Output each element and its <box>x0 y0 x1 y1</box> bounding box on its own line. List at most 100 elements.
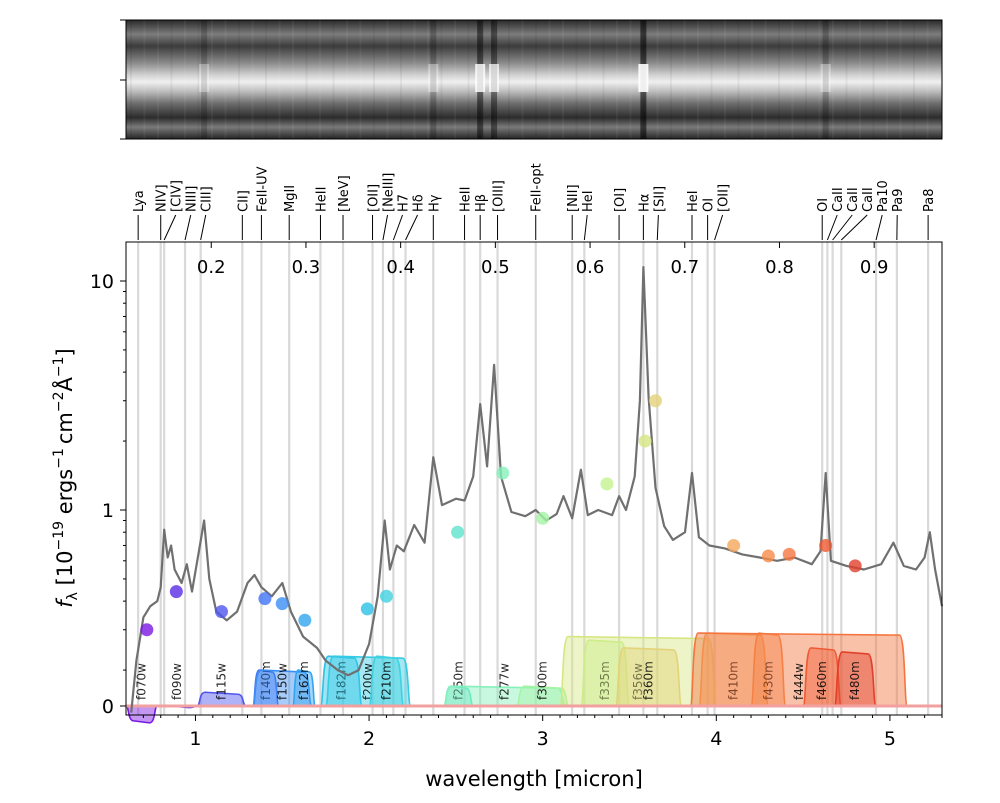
column-stripe <box>521 20 524 139</box>
column-stripe <box>710 20 713 139</box>
filter-label: f090w <box>170 663 184 700</box>
x-tick-label: 2 <box>363 728 375 750</box>
column-stripe <box>413 20 416 139</box>
y-axis-label: fλ [10−19 ergs−1cm−2Å−1] <box>51 348 81 608</box>
column-stripe <box>751 20 753 139</box>
column-stripe <box>400 20 402 139</box>
photometry-point <box>536 511 550 525</box>
column-stripe <box>508 20 510 139</box>
photometry-point <box>214 605 228 619</box>
filter-label: f250m <box>451 661 465 700</box>
top-tick-label: 0.2 <box>197 257 226 278</box>
column-stripe <box>764 20 767 139</box>
column-stripe <box>427 20 429 139</box>
column-stripe <box>319 20 321 139</box>
x-axis-ticks: 1 2 3 4 5 <box>142 715 943 750</box>
filter-label: f444w <box>792 663 806 700</box>
line-label: Lya <box>132 190 147 212</box>
column-stripe <box>238 20 240 139</box>
column-stripe <box>359 20 362 139</box>
filter-label: f162m <box>297 661 311 700</box>
column-stripe <box>265 20 267 139</box>
line-label: [CIV] <box>170 180 185 212</box>
column-stripe <box>602 20 605 139</box>
column-stripe <box>373 20 375 139</box>
line-label: [NII] <box>566 184 581 212</box>
line-label-leader <box>826 214 838 241</box>
column-stripe <box>656 20 659 139</box>
2d-feature-bright <box>638 64 649 92</box>
column-stripe <box>899 20 902 139</box>
line-label-leader <box>840 214 868 241</box>
column-stripe <box>130 20 132 139</box>
line-label-leader <box>832 214 853 241</box>
top-tick-label: 0.9 <box>860 257 889 278</box>
column-stripe <box>778 20 780 139</box>
line-label: Pa8 <box>922 189 937 213</box>
photometry-point <box>140 623 154 637</box>
line-label: CIII] <box>200 186 215 212</box>
top-axis-ticks: 0.2 0.3 0.4 0.5 0.6 0.7 0.8 0.9 <box>197 242 889 278</box>
2d-feature-bright <box>475 64 486 92</box>
top-tick-label: 0.5 <box>481 257 510 278</box>
2d-feature-dark <box>822 20 829 139</box>
filter-curve-f210m <box>368 655 405 707</box>
emission-line-markers <box>137 242 930 715</box>
photometry-point <box>379 589 393 603</box>
2d-feature-dark <box>430 20 437 139</box>
column-stripe <box>224 20 227 139</box>
column-stripe <box>548 20 551 139</box>
column-stripe <box>157 20 159 139</box>
filter-label: f210m <box>379 661 393 700</box>
line-label: MgII <box>283 185 298 212</box>
line-label: HeII <box>459 187 474 212</box>
line-label: Pa10 <box>876 180 891 212</box>
filter-curve-f300m <box>515 685 570 707</box>
filter-label: f360m <box>642 661 656 700</box>
line-label-leader <box>200 214 207 241</box>
column-stripe <box>170 20 173 139</box>
filter-curve-f444w <box>689 632 909 707</box>
filter-curves: f070w f090w f115w f140m f150w f162m f182m f200w… <box>125 632 942 724</box>
filter-label: f150w <box>275 663 289 700</box>
column-stripe <box>697 20 699 139</box>
x-tick-label: 5 <box>884 728 896 750</box>
line-label: Hδ <box>412 194 427 212</box>
x-tick-label: 3 <box>537 728 549 750</box>
column-stripe <box>211 20 213 139</box>
photometry-point <box>258 592 272 606</box>
photometry-point <box>761 549 775 563</box>
2d-spectrum-features <box>130 20 929 139</box>
photometry-point <box>600 477 614 491</box>
line-label: [SII] <box>652 186 667 212</box>
filter-label: f410m <box>727 661 741 700</box>
column-stripe <box>805 20 807 139</box>
line-label: [OII] <box>367 184 382 212</box>
line-label-leader <box>656 214 659 241</box>
column-stripe <box>386 20 389 139</box>
column-stripe <box>629 20 632 139</box>
column-stripe <box>440 20 443 139</box>
photometry-point <box>275 597 289 611</box>
line-label: Hα <box>637 194 652 212</box>
filter-label: f070w <box>135 663 149 700</box>
column-stripe <box>913 20 915 139</box>
line-label: CaII <box>846 187 861 212</box>
top-tick-label: 0.3 <box>292 257 321 278</box>
column-stripe <box>535 20 537 139</box>
column-stripe <box>724 20 726 139</box>
column-stripe <box>670 20 672 139</box>
filter-label: f300m <box>536 661 550 700</box>
filter-curve-f162m <box>291 669 317 707</box>
photometry-point <box>298 613 312 627</box>
filter-label: f480m <box>848 661 862 700</box>
spectrum-line <box>130 266 944 713</box>
y-tick-label: 1 <box>102 500 114 522</box>
line-label-leader <box>405 214 418 241</box>
photometry-points <box>140 394 862 637</box>
line-label: CII] <box>236 190 251 212</box>
column-stripe <box>305 20 308 139</box>
column-stripe <box>143 20 146 139</box>
column-stripe <box>278 20 281 139</box>
